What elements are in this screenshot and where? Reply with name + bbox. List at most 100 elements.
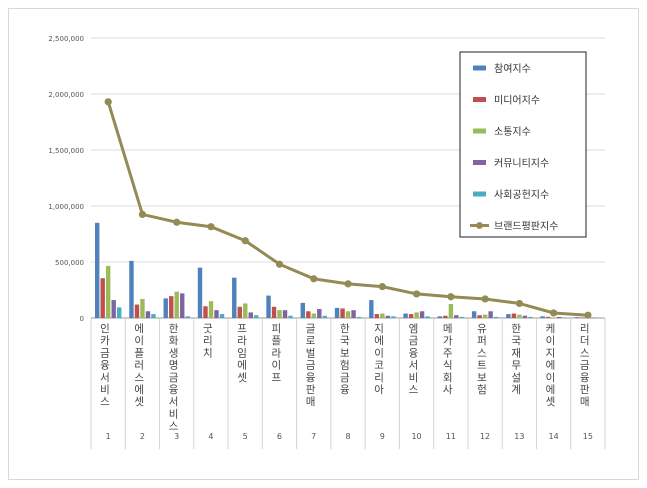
category-name-char: 이 bbox=[374, 347, 384, 359]
bar bbox=[591, 317, 596, 319]
category-name-char: 퍼 bbox=[477, 335, 487, 347]
bar bbox=[163, 298, 168, 318]
category-name-char: 유 bbox=[477, 323, 487, 335]
bar bbox=[197, 267, 203, 318]
category-name-char: 러 bbox=[134, 360, 144, 372]
bar bbox=[174, 291, 179, 318]
legend-label: 소통지수 bbox=[494, 126, 531, 138]
category-name-char: 재 bbox=[511, 347, 521, 359]
category-name-char: 에 bbox=[374, 335, 384, 347]
category-name-char: 무 bbox=[511, 360, 521, 372]
legend-label: 참여지수 bbox=[494, 63, 531, 75]
bar bbox=[271, 306, 277, 318]
bar bbox=[129, 260, 134, 318]
category-name-char: 스 bbox=[477, 347, 487, 359]
x-axis: 인 카 금 융 서 비 스1에 이 플 러 스 에 셋2한 화 생 명 금 융 서 비 스3굿 리 치4프 라 임 에 셋5피 플 라 이… bbox=[90, 318, 606, 449]
bar bbox=[100, 278, 105, 318]
category-name-char: 가 bbox=[443, 335, 453, 347]
bar bbox=[419, 311, 425, 318]
category-name-char: 한 bbox=[169, 323, 179, 335]
bar bbox=[340, 308, 345, 318]
category-name-char: 이 bbox=[134, 335, 144, 347]
bar bbox=[477, 315, 482, 318]
bar bbox=[322, 315, 327, 318]
bar bbox=[214, 310, 219, 318]
category-number: 3 bbox=[174, 432, 179, 441]
category-number: 12 bbox=[480, 432, 490, 441]
bar bbox=[380, 313, 385, 318]
bar bbox=[488, 311, 493, 318]
category-name-char: 서 bbox=[100, 372, 110, 384]
bar bbox=[551, 317, 556, 319]
category-name-char: 금 bbox=[169, 372, 179, 384]
category-name-char: 명 bbox=[169, 360, 179, 372]
bar bbox=[414, 312, 419, 318]
bar bbox=[248, 312, 253, 318]
category-name-char: 스 bbox=[100, 396, 110, 408]
category-name-char: 회 bbox=[443, 372, 453, 384]
legend-swatch bbox=[473, 128, 486, 134]
y-tick-label: 500,000 bbox=[55, 259, 84, 267]
bar bbox=[448, 304, 454, 318]
category-name-char: 코 bbox=[374, 360, 384, 372]
category-name-char: 매 bbox=[580, 396, 590, 408]
category-name-char: 한 bbox=[340, 323, 350, 335]
bar bbox=[374, 314, 380, 318]
category-name-char: 에 bbox=[134, 384, 144, 396]
category-name-char: 설 bbox=[511, 372, 521, 384]
category-name-char: 이 bbox=[546, 372, 556, 384]
bar bbox=[282, 310, 288, 318]
category-name-char: 스 bbox=[134, 372, 144, 384]
bar bbox=[345, 311, 351, 318]
category-name-char: 케 bbox=[546, 323, 556, 335]
category-number: 11 bbox=[446, 432, 456, 441]
category-name-char: 매 bbox=[306, 396, 316, 408]
line-point bbox=[138, 210, 147, 218]
category-number: 10 bbox=[411, 432, 421, 441]
bar bbox=[522, 315, 528, 318]
bar bbox=[243, 303, 248, 318]
category-name-char: 스 bbox=[580, 347, 590, 359]
bar bbox=[574, 317, 580, 318]
category-name-char: 셋 bbox=[237, 372, 247, 384]
line-point bbox=[481, 295, 489, 303]
category-name-char: 에 bbox=[237, 360, 247, 372]
bar bbox=[151, 314, 156, 318]
bar bbox=[180, 293, 185, 318]
category-name-char: 융 bbox=[340, 384, 350, 396]
category-name-char: 금 bbox=[100, 347, 110, 359]
category-number: 5 bbox=[243, 432, 248, 441]
category-name-char: 융 bbox=[169, 384, 179, 396]
category-name-char: 비 bbox=[169, 408, 179, 420]
bar bbox=[580, 317, 585, 319]
category-number: 14 bbox=[549, 432, 559, 441]
bar bbox=[145, 311, 151, 318]
category-name-char: 트 bbox=[477, 360, 487, 372]
category-number: 8 bbox=[345, 432, 350, 441]
category-name-char: 리 bbox=[580, 323, 590, 335]
category-name-char: 금 bbox=[409, 335, 419, 347]
bar bbox=[185, 316, 190, 318]
bar bbox=[403, 313, 408, 318]
bar bbox=[254, 315, 259, 318]
category-name-char: 인 bbox=[100, 323, 110, 335]
bar bbox=[317, 309, 322, 318]
legend-swatch bbox=[473, 65, 486, 71]
bar bbox=[385, 315, 391, 318]
bar bbox=[351, 310, 356, 318]
bar bbox=[506, 314, 511, 318]
bar bbox=[117, 307, 122, 318]
category-name-char: 플 bbox=[134, 347, 144, 359]
bar bbox=[356, 316, 362, 318]
legend-label: 미디어지수 bbox=[494, 95, 540, 107]
legend-marker bbox=[476, 222, 483, 229]
bar bbox=[266, 295, 271, 318]
bar bbox=[482, 314, 488, 318]
category-name-char: 험 bbox=[477, 384, 487, 396]
line-point bbox=[550, 309, 558, 317]
line-point bbox=[378, 283, 386, 291]
